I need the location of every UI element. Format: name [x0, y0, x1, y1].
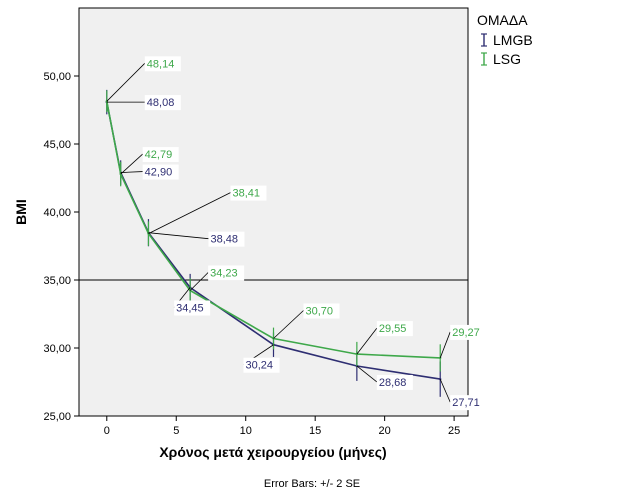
- data-label-lsg: 38,41: [232, 188, 260, 200]
- y-tick-label: 30,00: [43, 343, 71, 355]
- x-tick-label: 0: [104, 425, 110, 437]
- legend-entry-lmgb: LMGB: [493, 32, 533, 48]
- x-tick-label: 5: [173, 425, 179, 437]
- data-label-box: [144, 56, 181, 72]
- data-label-box: [303, 303, 340, 319]
- data-label-leader: [106, 63, 146, 102]
- legend-title: ΟΜΑΔΑ: [477, 12, 528, 28]
- data-label-lmgb: 28,68: [379, 377, 407, 389]
- data-label-lsg: 42,79: [145, 149, 173, 161]
- data-label-lsg: 29,55: [379, 323, 407, 335]
- data-label-lmgb: 30,24: [246, 360, 274, 372]
- data-label-box: [376, 321, 413, 337]
- legend: ΟΜΑΔΑ LMGB LSG: [477, 12, 533, 67]
- data-label-leader: [148, 192, 231, 234]
- data-label-lmgb: 38,48: [210, 234, 238, 246]
- data-label-leader: [356, 327, 378, 355]
- x-tick-label: 20: [379, 425, 391, 437]
- data-label-box: [243, 357, 280, 373]
- y-tick-label: 40,00: [43, 207, 71, 219]
- data-label-box: [376, 374, 413, 390]
- data-label-box: [174, 300, 211, 316]
- data-label-lsg: 48,14: [147, 58, 175, 70]
- data-label-leader: [148, 232, 209, 240]
- data-label-leader: [273, 310, 304, 339]
- data-label-lmgb: 34,45: [176, 302, 204, 314]
- y-tick-label: 35,00: [43, 275, 71, 287]
- data-label-lsg: 29,27: [452, 327, 480, 339]
- data-label-box: [230, 185, 267, 201]
- x-axis-title: Χρόνος μετά χειρουργείου (μήνες): [159, 444, 386, 460]
- data-label-lsg: 30,70: [306, 305, 334, 317]
- x-tick-label: 15: [309, 425, 321, 437]
- data-label-leader: [120, 153, 143, 175]
- data-label-box: [208, 231, 245, 247]
- x-tick-label: 10: [240, 425, 252, 437]
- data-label-box: [142, 147, 179, 163]
- error-bars-footnote: Error Bars: +/- 2 SE: [264, 478, 360, 490]
- data-label-leader: [439, 331, 451, 359]
- y-tick-label: 45,00: [43, 139, 71, 151]
- data-label-lmgb: 42,90: [145, 167, 173, 179]
- data-label-box: [142, 164, 179, 180]
- legend-entry-lsg: LSG: [493, 51, 521, 67]
- data-label-leader: [120, 171, 143, 173]
- data-label-leader: [439, 378, 451, 403]
- data-label-leader: [189, 272, 209, 291]
- y-tick-label: 50,00: [43, 71, 71, 83]
- y-axis-title: BMI: [13, 199, 29, 225]
- data-label-lmgb: 27,71: [452, 397, 480, 409]
- x-tick-label: 25: [448, 425, 460, 437]
- data-label-box: [450, 324, 487, 340]
- data-label-lsg: 34,23: [210, 267, 238, 279]
- data-label-box: [144, 95, 181, 111]
- data-label-leader: [356, 365, 378, 383]
- data-label-box: [208, 265, 245, 281]
- data-label-box: [450, 395, 487, 411]
- data-label-lmgb: 48,08: [147, 97, 175, 109]
- y-tick-label: 25,00: [43, 411, 71, 423]
